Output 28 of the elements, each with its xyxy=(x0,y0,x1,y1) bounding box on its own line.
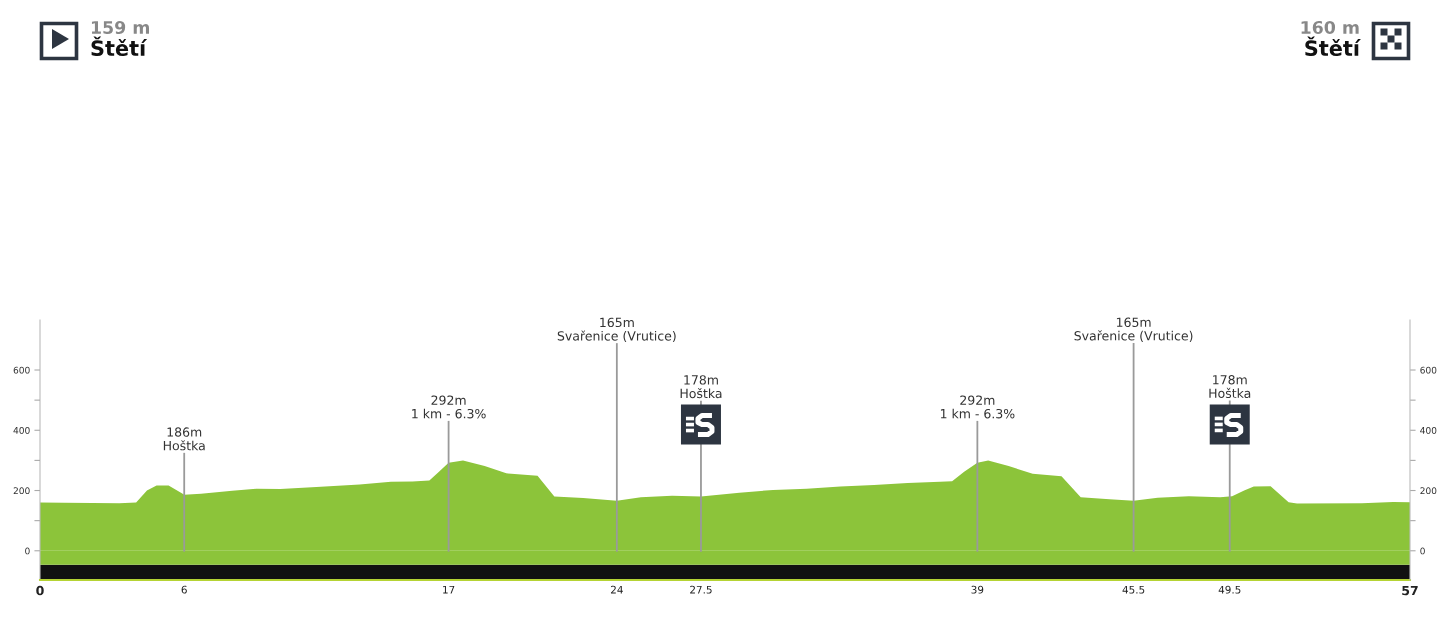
y-tick-label: 400 xyxy=(13,427,30,434)
ref-line-label: 292m 1 km - 6.3% xyxy=(940,395,1015,419)
ref-line-label: 178m Hoštka xyxy=(1209,375,1251,398)
ref-line-label: 165m Svařenice (Vrutice) xyxy=(557,317,676,343)
y2-tick-label: 400 xyxy=(1420,427,1437,434)
x-tick-label: 6 xyxy=(181,585,187,594)
y2-tick-label: 0 xyxy=(1420,547,1425,555)
text: 160 m xyxy=(1301,20,1359,35)
x-tick-label: 49.5 xyxy=(1218,585,1241,594)
ref-line-label: 186m Hoštka xyxy=(163,427,205,451)
y-tick-label: 200 xyxy=(13,487,30,495)
y-tick-label: 600 xyxy=(13,366,30,374)
x-tick-label: 45.5 xyxy=(1122,585,1145,594)
y2-tick-label: 600 xyxy=(1420,366,1437,374)
x-tick-label: 24 xyxy=(610,585,623,594)
ref-line-label: 165m Svařenice (Vrutice) xyxy=(1074,317,1193,342)
x-tick-label: 57 xyxy=(1402,585,1418,596)
text: Štětí xyxy=(1305,36,1361,57)
y-tick-label: 0 xyxy=(25,547,30,555)
ref-line-label: 292m 1 km - 6.3% xyxy=(412,395,486,419)
x-tick-label: 27.5 xyxy=(690,585,712,594)
y2-tick-label: 200 xyxy=(1420,487,1437,495)
x-tick-label: 39 xyxy=(971,585,984,594)
text: 159 m xyxy=(91,20,149,35)
text: Štětí xyxy=(91,36,148,57)
x-tick-label: 17 xyxy=(443,585,455,594)
x-tick-label: 0 xyxy=(36,585,44,596)
ref-line-label: 178m Hoštka xyxy=(680,375,722,399)
